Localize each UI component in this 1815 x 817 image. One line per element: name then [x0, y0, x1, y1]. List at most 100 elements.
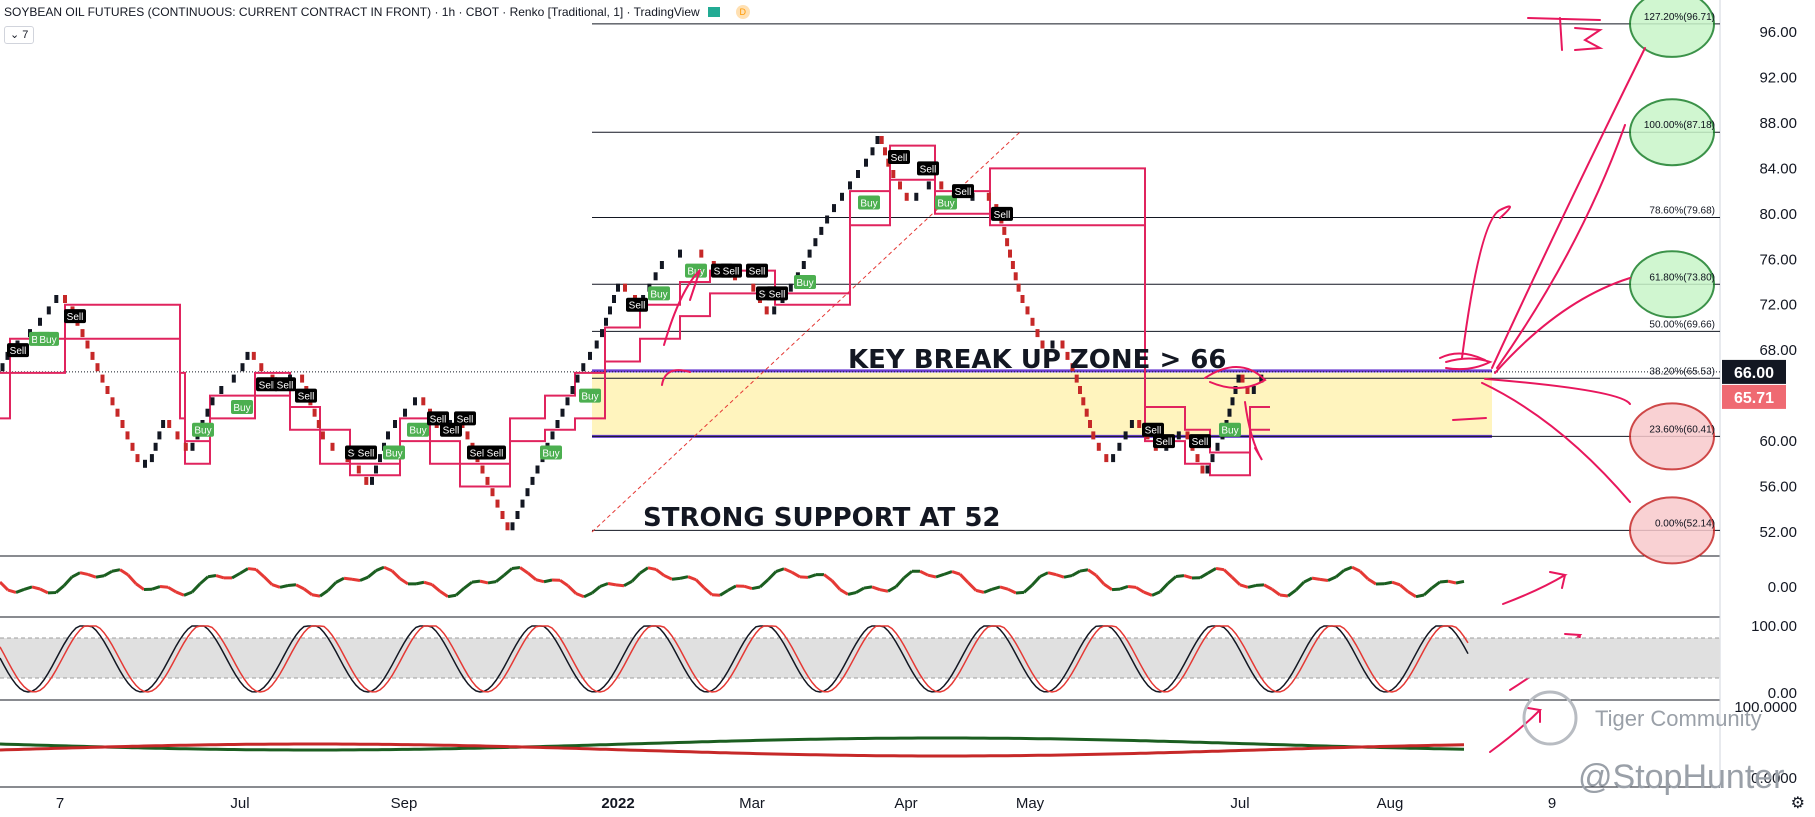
renko-brick [1137, 420, 1142, 428]
renko-brick [330, 442, 335, 451]
buy-signal [579, 388, 601, 403]
renko-brick [1074, 374, 1079, 383]
indicator-count: 7 [22, 29, 29, 41]
renko-brick [832, 204, 836, 213]
sell-signal-label: Sell [723, 267, 740, 278]
renko-brick [807, 249, 812, 258]
sell-signal-label: Sell [1192, 437, 1209, 448]
buy-signal-label: Buy [687, 267, 704, 278]
renko-brick [825, 215, 830, 224]
osc2-axis-bottom: 0.00 [1768, 685, 1797, 702]
renko-brick [1020, 295, 1025, 303]
renko-brick [864, 158, 868, 167]
osc1-segment [359, 575, 369, 582]
renko-brick [190, 442, 195, 451]
y-axis-tick: 88.00 [1759, 115, 1797, 132]
renko-brick [623, 283, 627, 292]
indicator-collapse-button[interactable]: ⌄ 7 [4, 26, 35, 44]
osc1-segment [262, 575, 274, 586]
sell-signal-label: Sell [629, 301, 646, 312]
osc1-segment [935, 572, 945, 579]
renko-brick [550, 431, 555, 440]
buy-signal-label: Buy [937, 198, 954, 209]
renko-brick [110, 397, 115, 406]
fib-level-label: 23.60%(60.41) [1649, 424, 1715, 435]
renko-brick [490, 488, 495, 497]
target-ellipse [1629, 250, 1715, 319]
renko-brick [120, 420, 125, 428]
buy-signal-label: Buy [385, 448, 402, 459]
renko-brick [575, 374, 580, 383]
renko-brick [1016, 283, 1021, 292]
osc1-segment [527, 571, 537, 581]
osc1-segment [399, 577, 409, 586]
osc1-segment [495, 574, 505, 583]
renko-brick [421, 397, 426, 406]
renko-brick [565, 397, 570, 406]
renko-brick [149, 454, 154, 463]
sell-signal [454, 411, 476, 426]
osc1-segment [295, 583, 305, 591]
support-annotation: STRONG SUPPORT AT 52 [643, 503, 1001, 533]
symbol-title[interactable]: SOYBEAN OIL FUTURES (CONTINUOUS: CURRENT… [4, 5, 700, 19]
renko-brick [870, 147, 875, 156]
osc1-segment [1351, 565, 1361, 573]
osc1-segment [1055, 573, 1065, 579]
osc1-segment [871, 585, 881, 592]
osc1-segment [1143, 590, 1153, 597]
y-axis-tick: 68.00 [1759, 342, 1797, 359]
osc1-segment [535, 578, 545, 584]
settings-gear-icon[interactable]: ⚙ [1790, 795, 1805, 812]
osc1-segment [694, 578, 706, 589]
osc1-segment [415, 580, 425, 586]
renko-brick [898, 181, 902, 190]
target-ellipse [1629, 402, 1715, 471]
osc3-axis-bottom: 0.0000 [1751, 770, 1797, 787]
renko-brick [54, 295, 59, 303]
last-price-tag [1722, 359, 1786, 384]
renko-brick [500, 511, 505, 519]
buy-signal-label: Buy [1221, 426, 1238, 437]
osc1-segment [23, 585, 33, 591]
sell-signal [7, 343, 29, 358]
renko-brick [90, 351, 95, 360]
renko-brick [772, 306, 777, 315]
buy-signal [794, 275, 816, 289]
osc1-segment [1183, 574, 1193, 580]
sell-signal-label: Sell [769, 289, 786, 300]
renko-brick [570, 386, 575, 394]
renko-brick [883, 147, 887, 156]
osc1-segment [1047, 571, 1057, 577]
market-open-flag-icon [707, 7, 720, 17]
renko-brick [856, 170, 860, 178]
renko-brick [161, 420, 166, 428]
buy-signal [192, 422, 214, 437]
data-delay-badge[interactable]: D [735, 5, 750, 19]
osc1-segment [7, 588, 17, 594]
sell-signal [484, 445, 506, 460]
renko-brick [1200, 465, 1205, 474]
osc1-segment [855, 586, 865, 594]
y-axis-tick: 72.00 [1759, 297, 1797, 314]
y-axis-tick: 92.00 [1759, 69, 1797, 86]
osc1-segment [623, 579, 633, 588]
osc1-segment [1094, 574, 1106, 586]
fib-level-label: 127.20%(96.71) [1644, 12, 1715, 23]
renko-brick [1030, 317, 1035, 326]
target-ellipse [1629, 496, 1715, 565]
osc1-segment [15, 588, 25, 594]
down-arrow-jul [1244, 401, 1263, 461]
buy-signal [685, 263, 707, 278]
sell-signal [720, 263, 742, 278]
renko-brick [480, 465, 485, 474]
sell-signal [626, 297, 648, 312]
osc1-segment [447, 593, 457, 599]
osc1-segment [966, 581, 978, 592]
secondary-price-value: 65.71 [1734, 390, 1774, 407]
sell-signal [256, 377, 278, 392]
osc1-segment [151, 585, 161, 591]
sell-signal [917, 161, 939, 176]
x-axis-tick: Aug [1377, 795, 1404, 812]
osc3-axis-top: 100.0000 [1734, 699, 1797, 716]
